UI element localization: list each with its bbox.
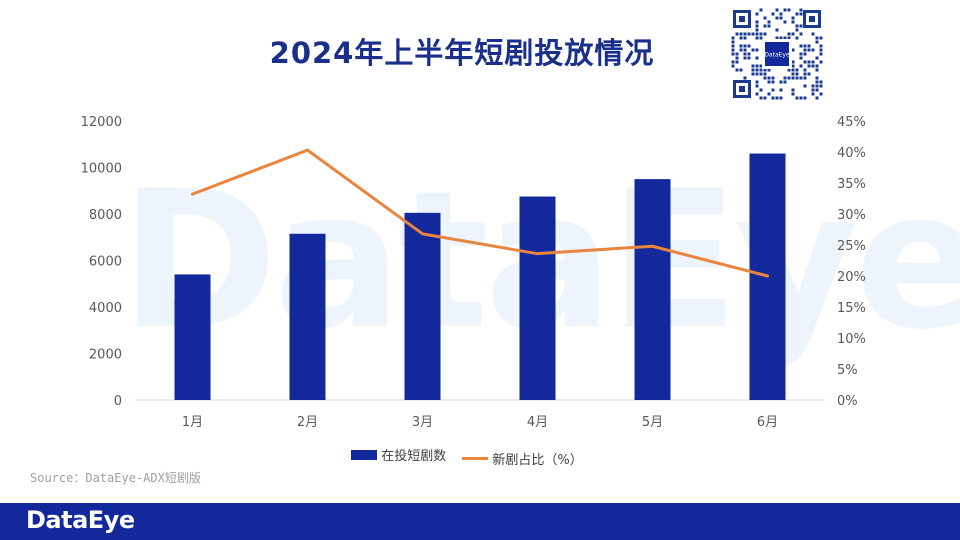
y-right-tick-label: 45%: [837, 115, 866, 130]
line-point: [306, 148, 309, 152]
y-left-tick-label: 4000: [89, 301, 122, 316]
x-tick-label: 1月: [182, 415, 203, 430]
qr-code: DataEye: [731, 8, 823, 100]
y-right-tick-label: 0%: [837, 394, 858, 409]
bar: [404, 212, 441, 400]
y-left-tick-label: 10000: [81, 162, 122, 177]
footer-bar: DataEye: [0, 503, 960, 540]
y-right-tick-label: 40%: [837, 146, 866, 161]
y-left-tick-label: 6000: [89, 255, 122, 270]
x-tick-label: 2月: [297, 415, 318, 430]
line-point: [766, 274, 769, 278]
line-point: [421, 232, 424, 236]
qr-logo-label: DataEye: [764, 52, 790, 59]
y-left-tick-label: 12000: [81, 115, 122, 130]
line-point: [536, 252, 539, 256]
series-line-new-drama-share: [191, 148, 769, 278]
y-right-tick-label: 10%: [837, 332, 866, 347]
legend-swatch-bar: [351, 449, 378, 460]
legend-swatch-line: [462, 456, 489, 460]
y-right-tick-label: 25%: [837, 239, 866, 254]
y-right-tick-label: 5%: [837, 363, 858, 378]
legend-item-bar: 在投短剧数: [351, 445, 446, 464]
bar: [634, 179, 671, 400]
y-left-tick-label: 8000: [89, 208, 122, 223]
chart-legend: 在投短剧数 新剧占比（%）: [0, 445, 934, 468]
footer-logo: DataEye: [26, 506, 135, 534]
page-title: 2024年上半年短剧投放情况: [269, 36, 655, 70]
legend-label-line: 新剧占比（%）: [492, 452, 583, 468]
legend-label-bar: 在投短剧数: [381, 449, 447, 464]
bar: [174, 274, 211, 400]
bar: [519, 196, 556, 400]
y-right-tick-label: 35%: [837, 177, 866, 192]
x-tick-label: 3月: [412, 415, 433, 430]
y-left-tick-label: 0: [114, 394, 122, 409]
bar: [289, 233, 326, 400]
legend-item-line: 新剧占比（%）: [462, 449, 583, 468]
line-point: [651, 244, 654, 248]
y-right-tick-label: 20%: [837, 270, 866, 285]
y-right-tick-label: 15%: [837, 301, 866, 316]
x-tick-label: 4月: [527, 415, 548, 430]
x-tick-label: 6月: [757, 415, 778, 430]
y-left-tick-label: 2000: [89, 348, 122, 363]
x-tick-label: 5月: [642, 415, 663, 430]
line-point: [191, 192, 194, 196]
y-right-tick-label: 30%: [837, 208, 866, 223]
source-note: Source：DataEye-ADX短剧版: [30, 471, 201, 485]
